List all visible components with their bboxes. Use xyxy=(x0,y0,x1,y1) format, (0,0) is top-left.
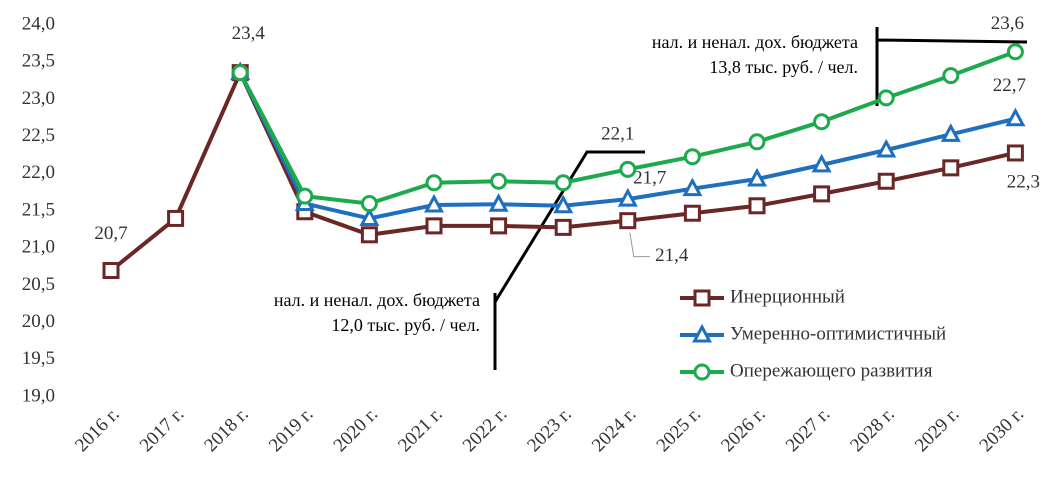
marker xyxy=(813,185,831,203)
data-label: 20,7 xyxy=(94,223,127,244)
data-label: 22,1 xyxy=(601,124,634,145)
annotation-text: 13,8 тыс. руб. / чел. xyxy=(709,57,858,77)
x-tick-label: 2024 г. xyxy=(588,404,640,456)
marker xyxy=(617,187,638,207)
marker xyxy=(746,167,768,187)
marker xyxy=(490,172,508,190)
data-label: 22,7 xyxy=(993,75,1026,96)
marker xyxy=(942,67,960,85)
marker xyxy=(490,217,508,235)
marker xyxy=(423,193,445,213)
y-tick-label: 19,5 xyxy=(22,348,55,369)
leader-line xyxy=(629,232,650,258)
data-label: 23,4 xyxy=(232,23,266,44)
marker xyxy=(876,138,897,158)
x-tick-label: 2026 г. xyxy=(717,404,769,456)
y-tick-label: 21,5 xyxy=(22,199,55,220)
marker xyxy=(683,204,701,222)
data-label: 22,3 xyxy=(1007,171,1040,192)
x-tick-label: 2020 г. xyxy=(330,404,382,456)
y-tick-label: 23,0 xyxy=(22,88,55,109)
annotation-text: нал. и ненал. дох. бюджета xyxy=(274,290,480,310)
marker xyxy=(619,160,637,178)
legend: Инерционный Умеренно-оптимистичный Опережа… xyxy=(680,286,946,381)
legend-label: Опережающего развития xyxy=(730,360,933,381)
legend-marker xyxy=(693,363,711,381)
legend-marker xyxy=(691,323,713,343)
marker xyxy=(231,64,249,82)
callout-line xyxy=(875,27,1028,106)
marker xyxy=(1005,107,1026,127)
marker xyxy=(682,177,703,197)
y-tick-label: 19,0 xyxy=(22,385,55,406)
annotation-text: 12,0 тыс. руб. / чел. xyxy=(331,315,480,335)
marker xyxy=(554,218,572,236)
x-tick-label: 2030 г. xyxy=(976,404,1028,456)
marker xyxy=(360,195,378,213)
y-tick-label: 23,5 xyxy=(22,51,55,72)
y-tick-label: 21,0 xyxy=(22,237,55,258)
marker xyxy=(940,123,961,142)
marker xyxy=(296,187,314,205)
y-tick-label: 20,5 xyxy=(22,274,55,295)
y-tick-label: 20,0 xyxy=(22,311,55,332)
marker xyxy=(1006,43,1024,61)
marker xyxy=(554,174,572,192)
marker xyxy=(877,89,895,107)
legend-label: Инерционный xyxy=(730,286,845,307)
marker xyxy=(813,113,831,131)
x-tick-label: 2021 г. xyxy=(394,404,446,456)
x-tick-label: 2028 г. xyxy=(846,404,898,456)
x-tick-label: 2018 г. xyxy=(200,404,252,456)
x-tick-label: 2017 г. xyxy=(136,404,188,456)
series: 20,7 23,4 21,4 22,3 xyxy=(94,23,1040,280)
x-tick-label: 2029 г. xyxy=(911,404,963,456)
marker xyxy=(360,226,378,244)
legend-marker xyxy=(693,289,711,307)
marker xyxy=(942,159,960,177)
data-label: 21,7 xyxy=(633,167,666,188)
data-label: 21,4 xyxy=(655,245,689,266)
marker xyxy=(877,172,895,190)
marker xyxy=(748,197,766,215)
marker xyxy=(488,193,509,212)
x-tick-label: 2019 г. xyxy=(265,404,317,456)
x-tick-label: 2023 г. xyxy=(523,404,575,456)
marker xyxy=(1006,144,1024,162)
marker xyxy=(167,209,185,227)
marker xyxy=(811,153,832,173)
marker xyxy=(619,212,637,230)
marker xyxy=(425,217,443,235)
annotation-1: нал. и ненал. дох. бюджета 12,0 тыс. руб… xyxy=(274,150,645,370)
x-tick-label: 2022 г. xyxy=(459,404,511,456)
x-tick-label: 2027 г. xyxy=(782,404,834,456)
marker xyxy=(102,262,120,280)
marker xyxy=(553,194,574,214)
marker xyxy=(748,133,766,151)
y-tick-label: 22,0 xyxy=(22,162,55,183)
series: 22,1 23,6 xyxy=(231,13,1024,213)
marker xyxy=(359,207,380,226)
annotation-2: нал. и ненал. дох. бюджета 13,8 тыс. руб… xyxy=(652,27,1028,106)
annotation-text: нал. и ненал. дох. бюджета xyxy=(652,32,858,52)
marker xyxy=(683,148,701,166)
y-tick-label: 22,5 xyxy=(22,125,55,146)
legend-label: Умеренно-оптимистичный xyxy=(730,323,946,344)
callout-line xyxy=(493,150,645,370)
x-tick-label: 2025 г. xyxy=(653,404,705,456)
data-label: 23,6 xyxy=(991,13,1024,34)
y-tick-label: 24,0 xyxy=(22,13,55,34)
x-tick-label: 2016 г. xyxy=(71,404,123,456)
marker xyxy=(425,174,443,192)
